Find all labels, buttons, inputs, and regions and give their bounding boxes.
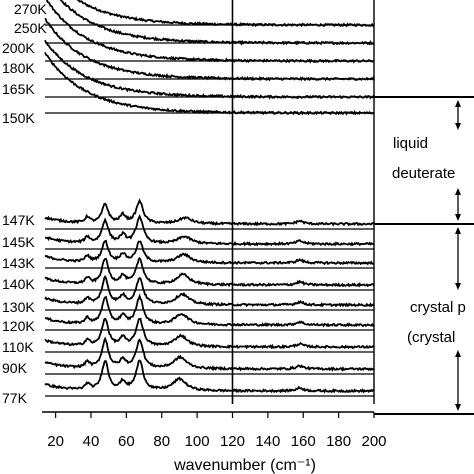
temperature-label-130K: 130K	[2, 299, 35, 315]
spectrum-line-140K	[44, 256, 375, 288]
spectrum-line-90K	[44, 336, 375, 372]
x-tick-label-140: 140	[255, 433, 280, 450]
spectrum-line-165K	[44, 39, 375, 100]
liquid-arrow-upper-head-down	[455, 123, 461, 130]
crystal-phase-label-line2: (crystal	[407, 329, 455, 346]
temperature-label-165K: 165K	[2, 81, 35, 97]
x-tick-label-200: 200	[361, 433, 386, 450]
crystal-arrow-lower-head-up	[455, 350, 461, 357]
temperature-label-150K: 150K	[2, 110, 35, 126]
crystal-arrow-upper-head-down	[455, 283, 461, 290]
spectrum-line-250K	[59, 0, 375, 46]
crystal-arrow-upper-head-up	[455, 227, 461, 234]
temperature-label-145K: 145K	[2, 234, 35, 250]
x-tick-label-180: 180	[326, 433, 351, 450]
spectra-group	[42, 0, 375, 413]
temperature-label-270K: 270K	[14, 1, 47, 17]
spectrum-line-270K	[76, 0, 375, 28]
spectrum-line-145K	[44, 213, 375, 247]
temperature-label-147K: 147K	[2, 212, 35, 228]
temperature-label-90K: 90K	[2, 360, 28, 376]
liquid-phase-label-line1: liquid	[393, 135, 428, 152]
crystal-arrow-lower-head-down	[455, 404, 461, 411]
x-tick-label-20: 20	[47, 433, 64, 450]
temperature-label-77K: 77K	[2, 390, 28, 406]
liquid-arrow-lower-head-up	[455, 188, 461, 195]
temperature-label-110K: 110K	[2, 339, 34, 355]
spectrum-line-147K	[44, 198, 375, 227]
x-tick-label-120: 120	[220, 433, 245, 450]
x-axis-ticks: 20 40 60 80 100 120 140 160 180 200	[47, 412, 387, 450]
temperature-labels: 270K 250K 200K 180K 165K 150K 147K 145K 143K 140K…	[2, 1, 47, 406]
x-tick-label-80: 80	[153, 433, 170, 450]
liquid-phase-label-line2: deuterate	[392, 165, 455, 182]
spectrum-line-130K	[44, 275, 375, 308]
spectrum-line-110K	[44, 317, 375, 350]
spectrum-line-143K	[44, 239, 375, 266]
liquid-arrow-lower-head-down	[455, 214, 461, 221]
liquid-arrow-upper-head-up	[455, 100, 461, 107]
temperature-label-200K: 200K	[2, 40, 35, 56]
spectrum-line-180K	[44, 17, 375, 82]
temperature-label-140K: 140K	[2, 276, 35, 292]
temperature-label-120K: 120K	[2, 318, 35, 334]
phase-brackets	[374, 96, 474, 415]
temperature-label-180K: 180K	[2, 60, 35, 76]
temperature-label-250K: 250K	[14, 20, 47, 36]
temperature-label-143K: 143K	[2, 255, 35, 271]
x-axis-title: wavenumber (cm⁻¹)	[173, 457, 316, 474]
spectrum-line-77K	[44, 359, 375, 394]
x-tick-label-60: 60	[118, 433, 135, 450]
x-tick-label-100: 100	[185, 433, 210, 450]
x-tick-label-40: 40	[83, 433, 100, 450]
x-tick-label-160: 160	[291, 433, 316, 450]
crystal-phase-label-line1: crystal p	[410, 299, 466, 316]
spectrum-line-120K	[44, 293, 375, 328]
